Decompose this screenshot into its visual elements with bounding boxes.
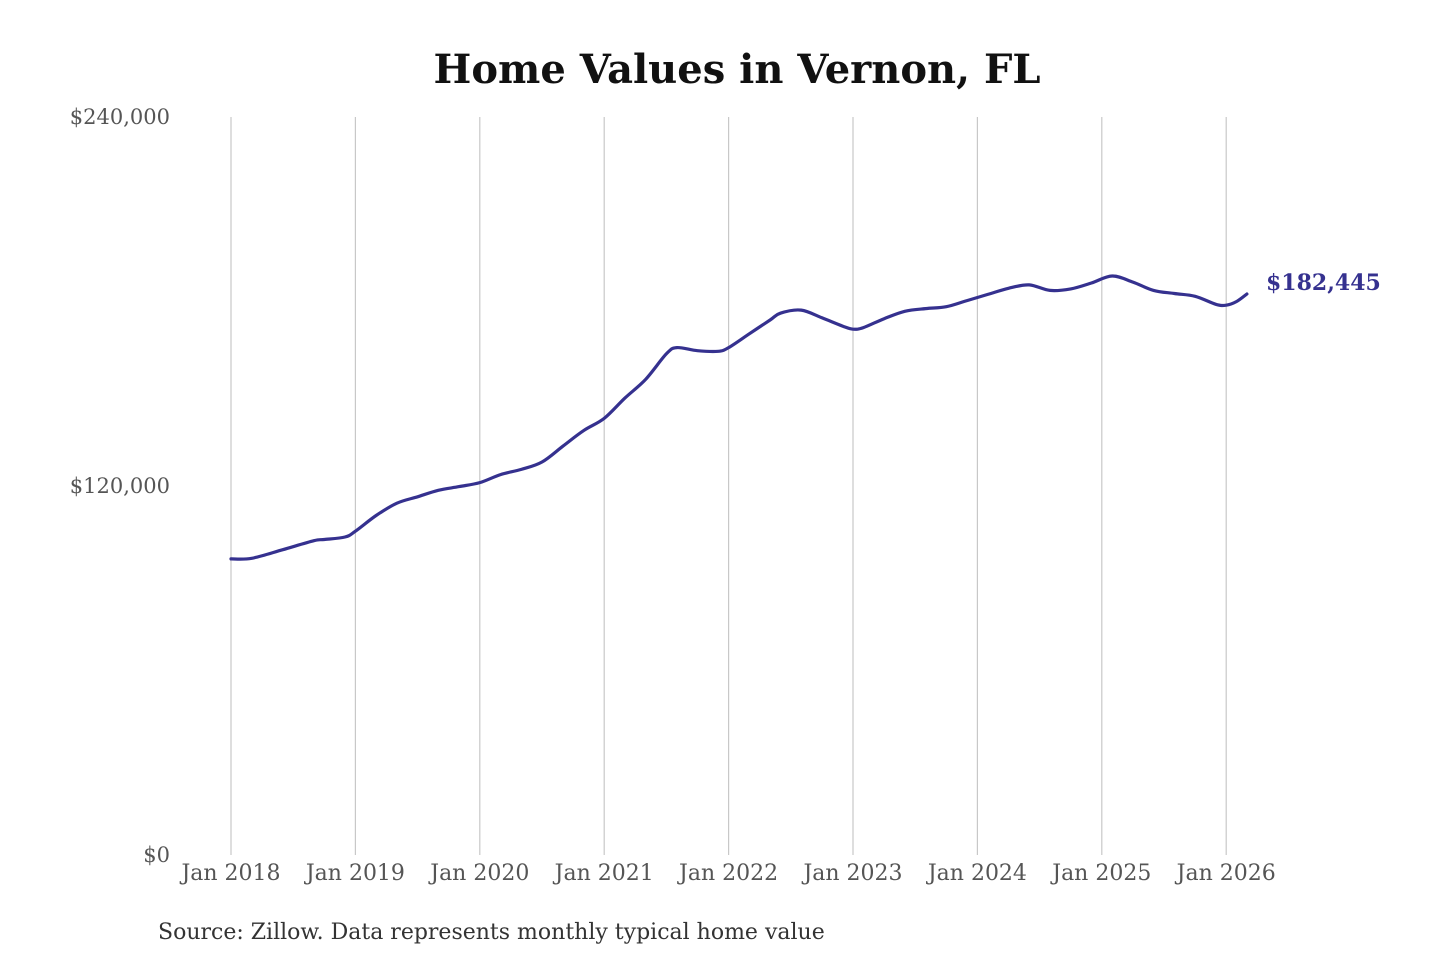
y-tick-label: $0 bbox=[143, 843, 170, 867]
chart-title: Home Values in Vernon, FL bbox=[434, 46, 1041, 93]
x-axis-ticks: Jan 2018 Jan 2019 Jan 2020 Jan 2021 Jan 2022… bbox=[179, 861, 1275, 886]
y-tick-label: $120,000 bbox=[70, 474, 170, 498]
x-tick-label: Jan 2018 bbox=[179, 861, 280, 886]
grid-lines bbox=[230, 117, 1227, 855]
x-tick-label: Jan 2024 bbox=[926, 861, 1027, 886]
x-tick-label: Jan 2026 bbox=[1175, 861, 1276, 886]
latest-value-label: $182,445 bbox=[1266, 270, 1381, 296]
home-value-line bbox=[229, 274, 1249, 561]
y-tick-label: $240,000 bbox=[70, 105, 170, 129]
x-tick-label: Jan 2022 bbox=[677, 861, 778, 886]
y-axis-ticks: $0 $120,000 $240,000 bbox=[70, 105, 170, 867]
x-tick-label: Jan 2019 bbox=[304, 861, 405, 886]
x-tick-label: Jan 2023 bbox=[801, 861, 902, 886]
source-note: Source: Zillow. Data represents monthly … bbox=[158, 920, 825, 945]
x-tick-label: Jan 2025 bbox=[1050, 861, 1151, 886]
x-tick-label: Jan 2021 bbox=[553, 861, 654, 886]
x-tick-label: Jan 2020 bbox=[428, 861, 529, 886]
